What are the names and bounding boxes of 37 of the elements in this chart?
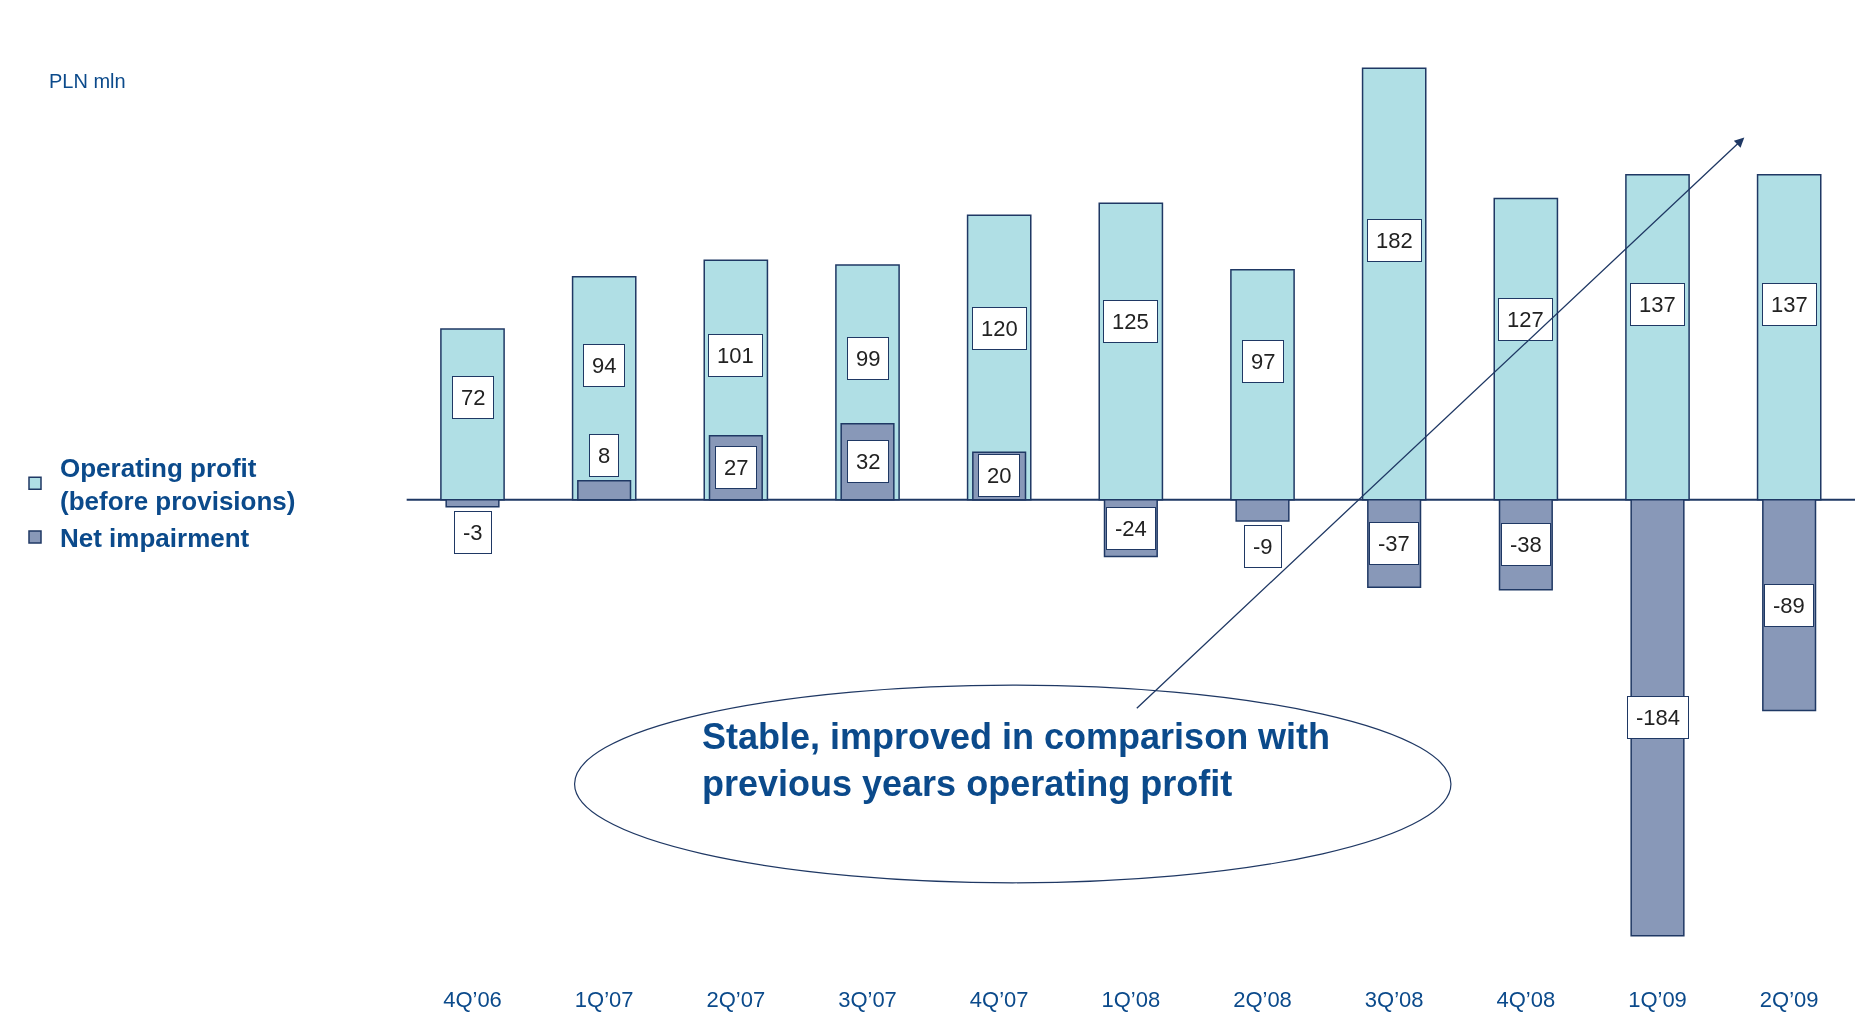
data-label: 97 <box>1251 349 1276 374</box>
x-tick-label: 2Q’08 <box>1233 987 1292 1012</box>
data-label: -38 <box>1510 532 1542 557</box>
x-tick-label: 1Q’08 <box>1101 987 1161 1012</box>
data-label: 182 <box>1376 228 1413 253</box>
data-label: 27 <box>724 455 749 480</box>
x-tick-label: 3Q’08 <box>1364 987 1424 1012</box>
x-tick-label: 1Q’09 <box>1628 987 1687 1012</box>
data-label: 137 <box>1771 292 1808 317</box>
x-tick-label: 4Q’06 <box>443 987 502 1012</box>
x-tick-label: 3Q’07 <box>838 987 897 1012</box>
legend-label: Net impairment <box>60 523 250 554</box>
data-label: 8 <box>598 443 611 468</box>
legend-label: Operating profit (before provisions) <box>60 452 296 517</box>
data-label: -37 <box>1378 531 1410 556</box>
x-tick-label: 1Q’07 <box>574 987 634 1012</box>
data-label: -3 <box>463 520 483 545</box>
x-tick-label: 4Q’07 <box>969 987 1029 1012</box>
data-label: -9 <box>1253 534 1273 559</box>
x-tick-label: 2Q’09 <box>1759 987 1819 1012</box>
annotation: Stable, improved in comparison with previous years operating profit <box>702 716 1331 804</box>
data-label: 127 <box>1507 307 1544 332</box>
x-tick-label: 4Q’08 <box>1496 987 1556 1012</box>
data-label: 32 <box>856 449 881 474</box>
data-label: 137 <box>1639 292 1676 317</box>
x-tick-label: 2Q’07 <box>706 987 766 1012</box>
data-label: 94 <box>592 353 617 378</box>
data-label: -184 <box>1636 705 1681 730</box>
data-label: 99 <box>856 346 881 371</box>
data-label: -89 <box>1773 593 1805 618</box>
data-label: 72 <box>461 385 486 410</box>
data-label: -24 <box>1115 516 1147 541</box>
text: PLN mln <box>49 70 126 92</box>
data-label: 101 <box>717 343 754 368</box>
data-label: 125 <box>1112 309 1149 334</box>
data-label: 20 <box>987 463 1012 488</box>
data-label: 120 <box>981 316 1018 341</box>
